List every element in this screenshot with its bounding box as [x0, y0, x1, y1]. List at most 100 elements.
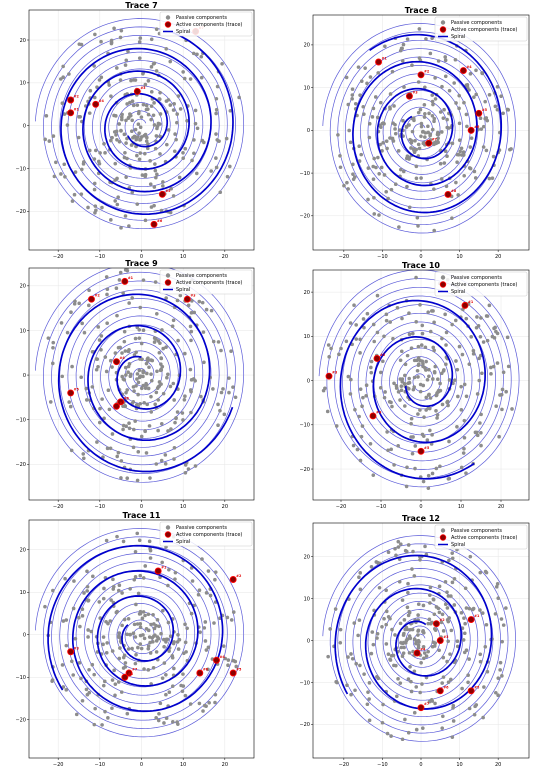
passive-point	[103, 355, 108, 359]
passive-point	[149, 358, 153, 362]
passive-point	[443, 58, 448, 63]
passive-point	[161, 637, 166, 642]
passive-point	[436, 136, 440, 141]
passive-point	[64, 643, 69, 648]
passive-point	[133, 419, 138, 423]
passive-point	[384, 642, 389, 646]
passive-point	[469, 136, 474, 140]
passive-point	[442, 368, 446, 372]
passive-point	[447, 378, 452, 382]
passive-point	[189, 389, 193, 394]
passive-point	[113, 161, 118, 166]
passive-point	[338, 165, 343, 170]
passive-point	[420, 331, 425, 336]
passive-point	[173, 132, 177, 136]
passive-point	[157, 350, 162, 355]
passive-point	[119, 476, 123, 480]
passive-point	[201, 330, 206, 334]
passive-point	[184, 650, 188, 654]
passive-point	[100, 723, 104, 727]
passive-point	[468, 145, 473, 149]
passive-point	[415, 368, 420, 373]
passive-point	[138, 401, 143, 406]
passive-point	[145, 135, 149, 140]
passive-point	[97, 338, 102, 342]
passive-point	[413, 466, 417, 471]
passive-point	[143, 386, 148, 390]
passive-point	[413, 138, 417, 143]
passive-point	[350, 656, 355, 661]
passive-point	[125, 476, 130, 480]
passive-point	[79, 375, 84, 380]
passive-point	[411, 549, 415, 554]
passive-point	[162, 644, 166, 649]
passive-point	[136, 591, 141, 596]
passive-point	[128, 100, 132, 105]
passive-point	[194, 171, 199, 176]
passive-point	[81, 456, 86, 461]
passive-point	[376, 71, 380, 75]
passive-point	[135, 377, 139, 381]
passive-point	[114, 286, 119, 290]
passive-point	[385, 430, 389, 434]
active-point-label: #1	[74, 107, 80, 111]
passive-point	[366, 197, 370, 202]
passive-point	[431, 309, 435, 313]
passive-point	[462, 382, 467, 387]
passive-point	[64, 618, 69, 622]
active-point	[417, 704, 425, 712]
passive-point	[212, 621, 216, 625]
passive-point	[493, 612, 498, 616]
passive-point	[123, 63, 128, 67]
passive-point	[90, 385, 95, 389]
passive-point	[420, 682, 424, 686]
passive-point	[168, 384, 173, 389]
y-tick-label: 0	[307, 128, 310, 134]
passive-point	[216, 423, 220, 428]
passive-point	[449, 628, 454, 633]
passive-point	[457, 344, 462, 349]
y-tick-label: −10	[15, 166, 26, 172]
passive-point	[172, 446, 177, 450]
passive-point	[152, 61, 157, 66]
legend-passive-marker	[165, 273, 171, 278]
passive-point	[415, 215, 420, 220]
passive-point	[169, 186, 173, 191]
passive-point	[369, 359, 374, 364]
passive-point	[410, 567, 414, 571]
passive-point	[177, 175, 182, 180]
legend-passive-label: Passive components	[176, 15, 227, 21]
passive-point	[422, 115, 427, 119]
passive-point	[134, 602, 138, 607]
passive-point	[416, 110, 421, 115]
passive-point	[345, 683, 349, 688]
y-tick-label: 10	[20, 590, 26, 596]
passive-point	[456, 193, 460, 197]
passive-point	[47, 139, 52, 143]
passive-point	[382, 616, 386, 621]
passive-point	[126, 370, 130, 374]
passive-point	[409, 421, 413, 426]
passive-point	[172, 666, 176, 671]
passive-point	[138, 125, 143, 130]
passive-point	[424, 368, 428, 372]
passive-point	[410, 331, 415, 336]
chart-panel-3: #1 #2 #3 #4 #5 #6#7 −20 −10 0 10 20 −20 −10 0 10 20 Trac…	[15, 259, 255, 510]
passive-point	[405, 37, 410, 41]
passive-point	[100, 205, 104, 210]
passive-point	[416, 412, 420, 416]
passive-point	[481, 145, 486, 149]
active-point-label: #5	[474, 685, 480, 689]
passive-point	[431, 597, 436, 602]
passive-point	[456, 394, 460, 399]
trace-path	[47, 544, 224, 712]
passive-point	[497, 434, 501, 439]
passive-point	[144, 451, 149, 455]
passive-point	[356, 65, 361, 69]
active-point-label: #2	[95, 294, 101, 298]
passive-point	[132, 427, 136, 432]
passive-point	[122, 339, 127, 344]
passive-point	[181, 151, 185, 155]
active-point	[67, 389, 75, 397]
